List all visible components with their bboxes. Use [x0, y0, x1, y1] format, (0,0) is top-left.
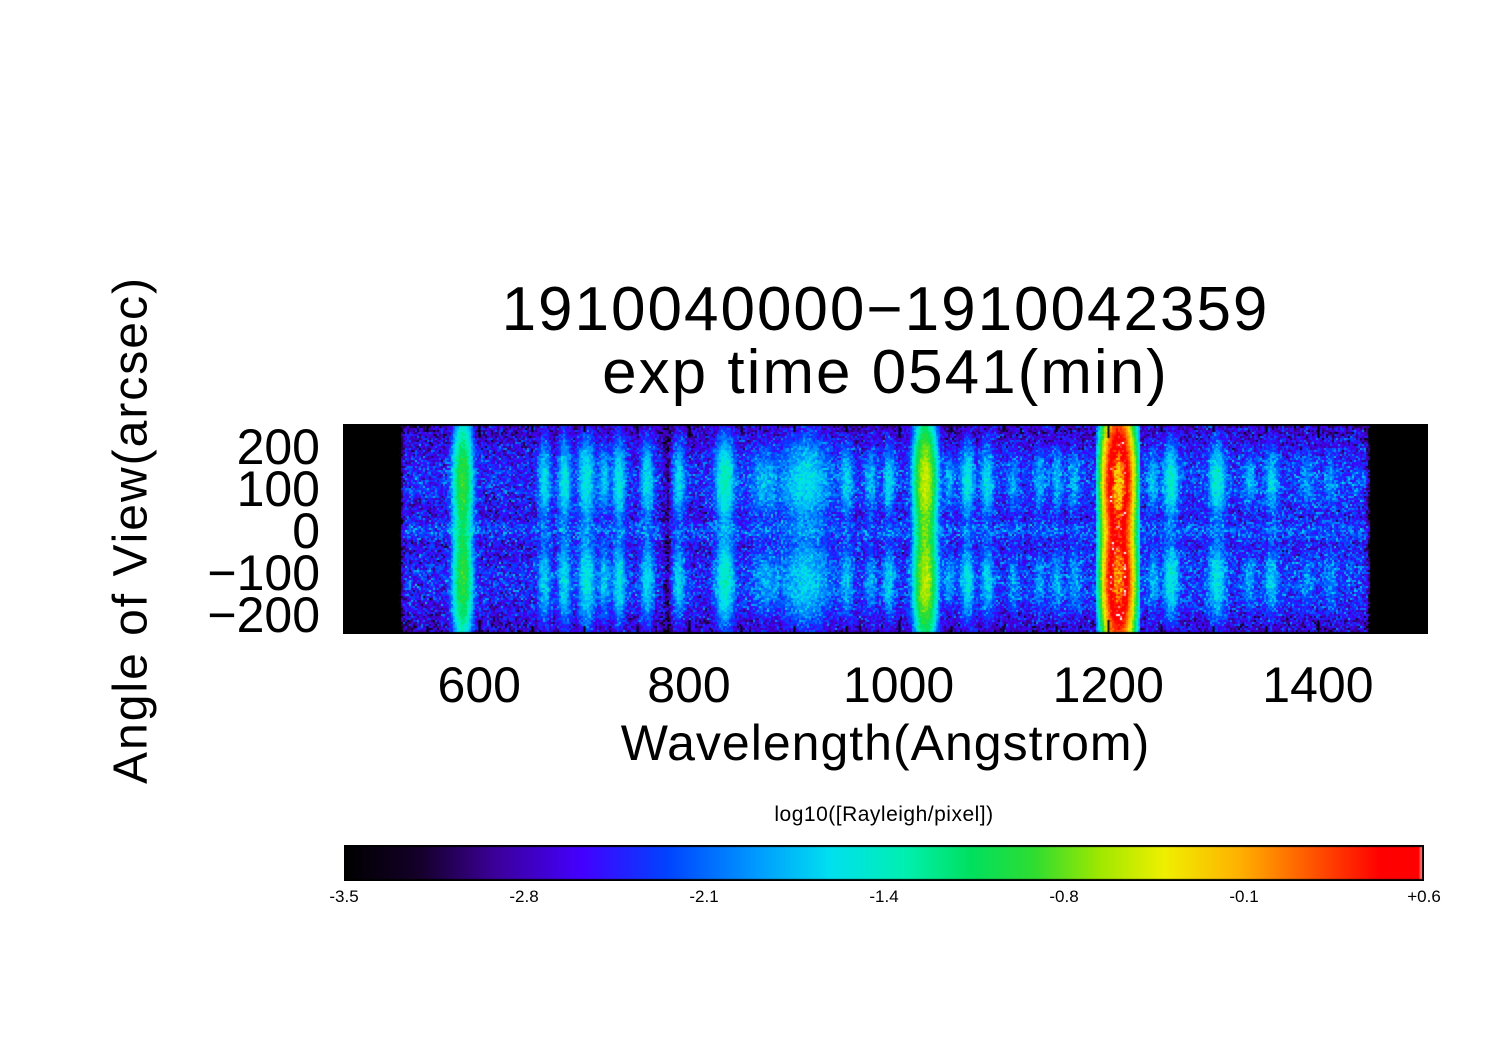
y-tick-label: −100	[207, 545, 320, 602]
x-axis-label: Wavelength(Angstrom)	[620, 715, 1151, 771]
y-tick-label: 100	[236, 461, 320, 518]
colorbar-tick-label: -2.8	[509, 887, 539, 906]
plot-title-line2: exp time 0541(min)	[602, 338, 1169, 407]
colorbar-tick-label: -0.8	[1049, 887, 1079, 906]
colorbar-tick-label: -2.1	[689, 887, 719, 906]
y-tick-label: 200	[236, 419, 320, 476]
colorbar-tick-label: -1.4	[869, 887, 899, 906]
colorbar-tick-label: -0.1	[1229, 887, 1259, 906]
spectral-heatmap-canvas	[343, 424, 1428, 634]
colorbar-title: log10([Rayleigh/pixel])	[774, 803, 994, 826]
x-tick-label: 800	[647, 657, 731, 713]
y-axis-label: Angle of View(arcsec)	[104, 276, 158, 784]
y-tick-label: −200	[207, 587, 320, 644]
plot-title-line1: 1910040000−1910042359	[501, 275, 1270, 344]
x-tick-label: 1200	[1052, 657, 1164, 713]
colorbar-tick-label: +0.6	[1407, 887, 1441, 906]
colorbar-tick-label: -3.5	[329, 887, 359, 906]
y-tick-label: 0	[292, 503, 320, 560]
colorbar-canvas	[344, 845, 1424, 881]
x-tick-label: 1400	[1262, 657, 1374, 713]
x-tick-label: 600	[437, 657, 521, 713]
x-tick-label: 1000	[842, 657, 955, 713]
